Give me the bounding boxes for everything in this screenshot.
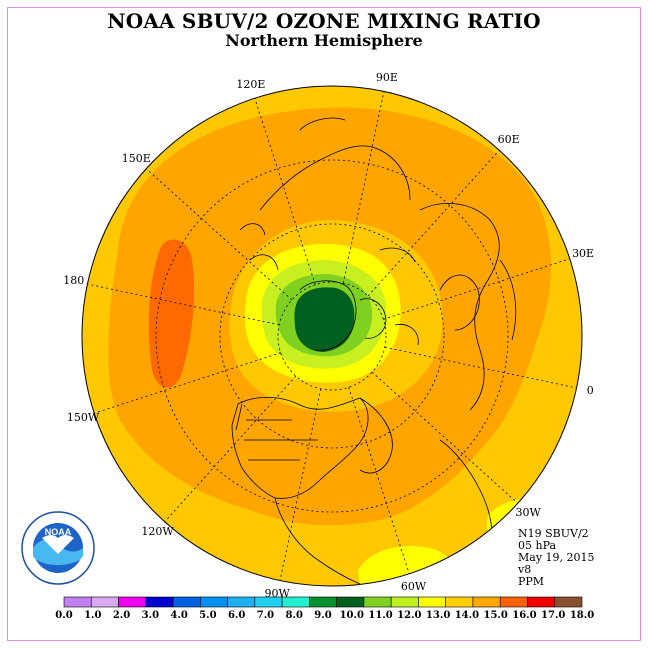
colorbar-swatch — [554, 596, 583, 608]
longitude-label: 120W — [141, 525, 174, 539]
colorbar-swatch — [172, 596, 201, 608]
logo-bird-icon — [42, 535, 74, 554]
longitude-label: 30W — [515, 505, 541, 519]
colorbar-tick-label: 2.0 — [113, 610, 130, 621]
colorbar-tick-label: 9.0 — [314, 610, 331, 621]
logo-text: NOAA — [45, 527, 72, 537]
longitude-label: 150W — [66, 410, 100, 424]
colorbar-swatch — [445, 596, 474, 608]
latitude-circles — [155, 159, 509, 513]
colorbar-tick-label: 4.0 — [170, 610, 187, 621]
colorbar-swatch — [499, 596, 528, 608]
info-block: N19 SBUV/2 05 hPa May 19, 2015 v8 PPM — [518, 528, 595, 588]
colorbar-tick-label: 16.0 — [512, 610, 536, 621]
colorbar-tick-label: 8.0 — [286, 610, 303, 621]
info-satellite: N19 SBUV/2 — [518, 527, 589, 540]
info-date: May 19, 2015 — [518, 551, 595, 564]
colorbar-tick-label: 18.0 — [570, 610, 594, 621]
colorbar-tick-label: 11.0 — [368, 610, 392, 621]
colorbar-tick-label: 12.0 — [397, 610, 421, 621]
colorbar-swatch — [227, 596, 256, 608]
colorbar-tick-label: 7.0 — [257, 610, 274, 621]
colorbar-tick-label: 17.0 — [541, 610, 565, 621]
longitude-label: 60E — [497, 132, 520, 146]
colorbar-swatch — [118, 596, 147, 608]
map-subtitle: Northern Hemisphere — [225, 31, 423, 50]
colorbar-tick-label: 5.0 — [199, 610, 216, 621]
longitude-label: 180 — [63, 274, 85, 288]
colorbar-swatch — [254, 596, 283, 608]
longitude-label: 0 — [586, 383, 594, 397]
colorbar-swatch — [90, 596, 119, 608]
colorbar-tick-label: 0.0 — [55, 610, 72, 621]
contour-fields — [82, 86, 582, 586]
longitude-label: 60W — [400, 580, 427, 594]
contour-9-10 — [294, 287, 355, 352]
colorbar-swatch — [145, 596, 174, 608]
colorbar-swatch — [527, 596, 556, 608]
colorbar-swatch — [390, 596, 419, 608]
info-units: PPM — [518, 575, 545, 588]
longitude-label: 90E — [375, 70, 398, 84]
map-title: NOAA SBUV/2 OZONE MIXING RATIO — [107, 9, 541, 33]
longitude-label: 150E — [121, 152, 151, 166]
colorbar-swatch — [281, 596, 310, 608]
colorbar-swatch — [363, 596, 392, 608]
contour-14-15 — [108, 107, 552, 526]
page-frame — [7, 7, 641, 641]
info-level: 05 hPa — [518, 539, 557, 552]
colorbar-swatch — [336, 596, 365, 608]
colorbar-swatch — [200, 596, 228, 608]
map-boundary — [81, 85, 583, 587]
colorbar-swatch — [309, 596, 337, 608]
colorbar-tick-label: 13.0 — [426, 610, 450, 621]
longitude-label: 120E — [236, 77, 266, 91]
colorbar-swatch — [63, 596, 92, 608]
colorbar-tick-label: 6.0 — [228, 610, 245, 621]
colorbar-tick-label: 1.0 — [84, 610, 101, 621]
colorbar-swatch — [418, 596, 446, 608]
colorbar-tick-label: 3.0 — [142, 610, 159, 621]
colorbar-tick-label: 15.0 — [483, 610, 507, 621]
colorbar-swatch — [472, 596, 501, 608]
contour-15-16 — [148, 239, 195, 388]
info-version: v8 — [518, 563, 532, 576]
colorbar-tick-label: 10.0 — [340, 610, 364, 621]
colorbar-tick-label: 14.0 — [455, 610, 479, 621]
longitude-label: 30E — [572, 247, 595, 261]
noaa-logo: NOAA — [21, 511, 95, 585]
